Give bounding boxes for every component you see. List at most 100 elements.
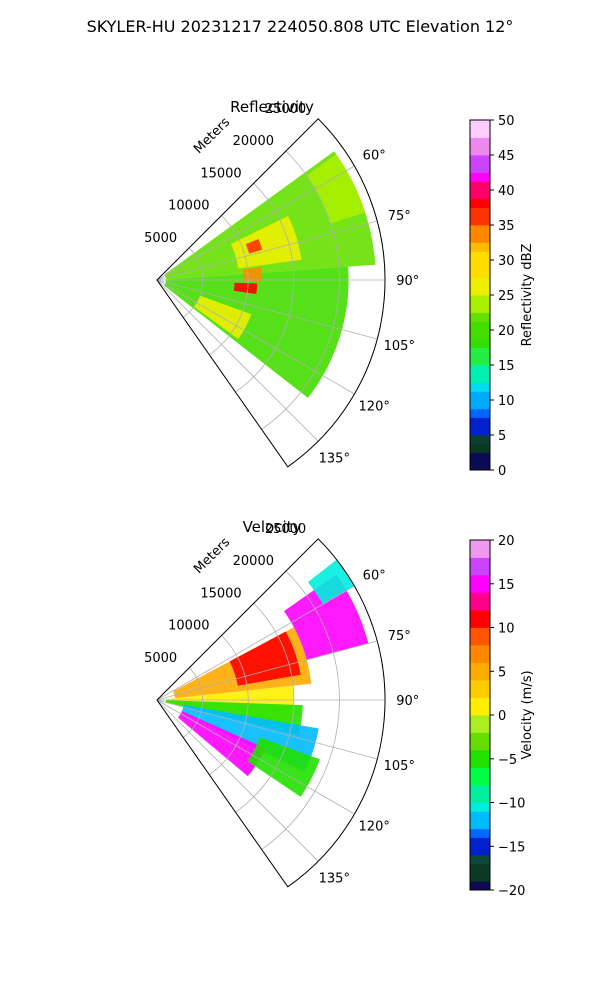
colorbar-segment bbox=[470, 837, 490, 847]
echo-region bbox=[233, 282, 258, 294]
colorbar-segment bbox=[470, 181, 490, 191]
azimuth-tick-label: 90° bbox=[396, 274, 419, 289]
echo-region bbox=[245, 239, 263, 254]
azimuth-spoke bbox=[156, 699, 378, 760]
colorbar-segment bbox=[470, 286, 490, 296]
colorbar-tick-label: 0 bbox=[498, 709, 506, 724]
azimuth-tick-label: 90° bbox=[396, 694, 419, 709]
colorbar-segment bbox=[470, 881, 490, 891]
sector-outline bbox=[156, 118, 386, 468]
range-ring bbox=[209, 215, 249, 356]
colorbar-tick-label: −5 bbox=[498, 753, 517, 768]
colorbar-tick-label: 10 bbox=[498, 394, 515, 409]
colorbar-tick-label: −15 bbox=[498, 840, 525, 855]
colorbar-segment bbox=[470, 645, 490, 655]
azimuth-tick-label: 120° bbox=[359, 399, 390, 414]
colorbar-segment bbox=[470, 697, 490, 707]
colorbar-tick-label: 40 bbox=[498, 184, 515, 199]
range-tick-label: 20000 bbox=[233, 134, 274, 149]
colorbar-tick-label: 20 bbox=[498, 534, 515, 549]
colorbar-tick-label: 0 bbox=[498, 464, 506, 479]
colorbar-tick-label: 50 bbox=[498, 114, 515, 129]
range-axis-label: Meters bbox=[191, 535, 233, 577]
azimuth-tick-label: 60° bbox=[363, 149, 386, 164]
colorbar-segment bbox=[470, 443, 490, 453]
colorbar-segment bbox=[470, 452, 490, 462]
colorbar-segment bbox=[470, 356, 490, 366]
range-tick-label: 25000 bbox=[265, 522, 306, 537]
colorbar-segment bbox=[470, 557, 490, 567]
colorbar-tick-label: 30 bbox=[498, 254, 515, 269]
echo-region bbox=[306, 154, 366, 224]
colorbar-segment bbox=[470, 820, 490, 830]
azimuth-spoke bbox=[156, 640, 378, 701]
range-ring bbox=[182, 667, 203, 738]
colorbar-segment bbox=[470, 137, 490, 147]
colorbar-segment bbox=[470, 338, 490, 348]
echo-region bbox=[193, 295, 252, 339]
azimuth-spoke bbox=[156, 585, 355, 701]
colorbar-segment bbox=[470, 741, 490, 751]
colorbar-segment bbox=[470, 618, 490, 628]
range-tick-label: 10000 bbox=[168, 619, 209, 634]
colorbar-tick-label: −20 bbox=[498, 884, 525, 899]
colorbar-segment bbox=[470, 566, 490, 576]
colorbar-tick-label: 20 bbox=[498, 324, 515, 339]
colorbar-segment bbox=[470, 732, 490, 742]
colorbar-segment bbox=[470, 347, 490, 357]
colorbar-segment bbox=[470, 671, 490, 681]
colorbar-segment bbox=[470, 767, 490, 777]
colorbar-segment bbox=[470, 793, 490, 803]
colorbar-segment bbox=[470, 872, 490, 882]
panel-velocity: Velocity 5000 10000 15000 20000 25000 Meters 60… bbox=[144, 518, 535, 899]
range-tick-label: 15000 bbox=[200, 586, 241, 601]
colorbar-tick-label: 15 bbox=[498, 359, 515, 374]
range-tick-label: 10000 bbox=[168, 199, 209, 214]
range-ring bbox=[235, 183, 295, 393]
range-ring bbox=[261, 570, 340, 850]
azimuth-tick-label: 120° bbox=[359, 819, 390, 834]
range-tick-label: 15000 bbox=[200, 166, 241, 181]
colorbar-segment bbox=[470, 548, 490, 558]
colorbar-segment bbox=[470, 706, 490, 716]
range-tick-label: 5000 bbox=[144, 231, 177, 246]
colorbar-segment bbox=[470, 382, 490, 392]
colorbar-segment bbox=[470, 242, 490, 252]
colorbar-label: Velocity (m/s) bbox=[520, 670, 535, 759]
colorbar-segment bbox=[470, 426, 490, 436]
colorbar-tick-label: 10 bbox=[498, 622, 515, 637]
colorbar-segment bbox=[470, 190, 490, 200]
figure-title: SKYLER-HU 20231217 224050.808 UTC Elevat… bbox=[87, 17, 514, 36]
colorbar-segment bbox=[470, 172, 490, 182]
colorbar-segment bbox=[470, 373, 490, 383]
colorbar-segment bbox=[470, 400, 490, 410]
colorbar-segment bbox=[470, 575, 490, 585]
echo-region bbox=[178, 711, 266, 777]
colorbar-segment bbox=[470, 540, 490, 550]
colorbar-segment bbox=[470, 610, 490, 620]
azimuth-tick-label: 135° bbox=[319, 871, 350, 886]
azimuth-spoke bbox=[156, 220, 378, 281]
colorbar-segment bbox=[470, 662, 490, 672]
colorbar-segment bbox=[470, 312, 490, 322]
colorbar-segment bbox=[470, 776, 490, 786]
azimuth-spoke bbox=[156, 165, 355, 281]
colorbar-segment bbox=[470, 601, 490, 611]
colorbar-tick-label: 25 bbox=[498, 289, 515, 304]
colorbar-tick-label: 15 bbox=[498, 578, 515, 593]
colorbar-segment bbox=[470, 277, 490, 287]
colorbar-segment bbox=[470, 330, 490, 340]
colorbar-segment bbox=[470, 846, 490, 856]
colorbar-segment bbox=[470, 295, 490, 305]
range-axis-label: Meters bbox=[191, 115, 233, 157]
panel-title: Velocity bbox=[243, 518, 302, 536]
colorbar-segment bbox=[470, 653, 490, 663]
azimuth-tick-label: 75° bbox=[388, 629, 411, 644]
azimuth-tick-label: 60° bbox=[363, 569, 386, 584]
azimuth-spoke bbox=[156, 699, 355, 815]
colorbar-segment bbox=[470, 408, 490, 418]
colorbar-segment bbox=[470, 417, 490, 427]
colorbar-segment bbox=[470, 155, 490, 165]
azimuth-spoke bbox=[156, 279, 319, 442]
